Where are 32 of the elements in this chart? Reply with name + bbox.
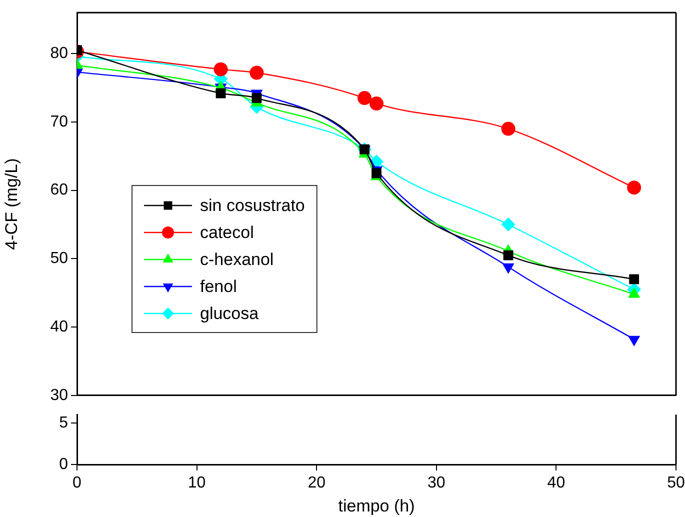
y-tick-label: 30 xyxy=(50,386,68,404)
point xyxy=(627,180,642,195)
x-tick-label: 50 xyxy=(667,474,685,492)
point xyxy=(214,62,228,76)
point xyxy=(629,274,640,284)
point xyxy=(250,66,264,80)
x-tick-label: 10 xyxy=(188,474,206,492)
y-tick-label: 50 xyxy=(50,250,68,268)
y-tick-label: 0 xyxy=(59,456,68,473)
y-tick-label: 70 xyxy=(50,113,68,130)
legend-label: c-hexanol xyxy=(200,250,274,270)
y-tick-label: 5 xyxy=(59,414,68,432)
point xyxy=(358,91,372,106)
x-tick-label: 30 xyxy=(428,474,446,492)
legend-label: sin cosustrato xyxy=(200,196,305,216)
x-axis-title: tiempo (h) xyxy=(338,496,415,516)
legend-label: catecol xyxy=(200,223,254,242)
point xyxy=(503,250,514,260)
y-axis-title: 4-CF (mg/L) xyxy=(2,158,21,250)
legend-label: glucosa xyxy=(200,304,260,324)
x-tick-label: 40 xyxy=(547,474,566,492)
x-tick-label: 0 xyxy=(72,474,82,492)
legend-label: fenol xyxy=(200,277,237,296)
y-tick-label: 80 xyxy=(50,45,68,62)
point xyxy=(370,96,384,111)
point xyxy=(501,122,516,136)
x-tick-label: 20 xyxy=(308,474,326,492)
y-tick-label: 60 xyxy=(50,182,68,199)
point xyxy=(252,93,262,103)
point xyxy=(216,88,226,98)
point xyxy=(501,218,516,232)
y-tick-label: 40 xyxy=(50,318,68,336)
